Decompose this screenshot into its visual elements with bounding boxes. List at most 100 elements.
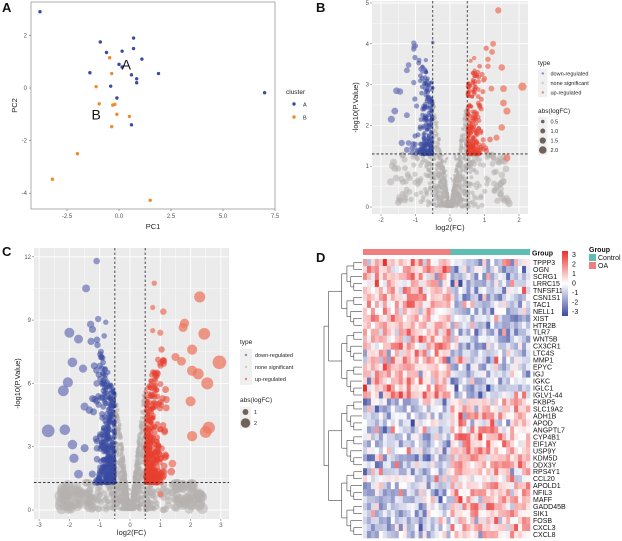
heatmap-cell bbox=[462, 335, 467, 343]
data-point-none-significant bbox=[441, 165, 445, 169]
heatmap-cell bbox=[378, 328, 384, 337]
heatmap-cell bbox=[374, 384, 380, 392]
heatmap-cell bbox=[446, 363, 451, 371]
legend-size-title: abs(logFC) bbox=[538, 108, 570, 115]
heatmap-cell bbox=[498, 293, 503, 302]
data-point-up-regulated bbox=[150, 328, 156, 334]
heatmap-cell bbox=[378, 265, 384, 274]
heatmap-cell bbox=[390, 314, 396, 323]
heatmap-cell bbox=[522, 377, 527, 385]
data-point-none-significant bbox=[418, 199, 424, 205]
data-point-up-regulated bbox=[472, 78, 477, 84]
data-point-down-regulated bbox=[94, 315, 102, 323]
data-point-down-regulated bbox=[90, 408, 98, 416]
data-point-none-significant bbox=[118, 442, 123, 447]
data-point-down-regulated bbox=[109, 412, 115, 418]
heatmap-cell bbox=[418, 272, 423, 281]
y-tick-label: 9 bbox=[28, 318, 32, 324]
data-point-none-significant bbox=[442, 188, 446, 192]
heatmap-cell bbox=[410, 293, 415, 302]
gene-label: NELL1 bbox=[533, 309, 555, 316]
heatmap-cell bbox=[406, 259, 412, 267]
heatmap-cell bbox=[526, 272, 531, 281]
heatmap-cell bbox=[506, 335, 511, 343]
heatmap-cell bbox=[494, 314, 499, 323]
heatmap-cell bbox=[418, 321, 423, 330]
legend-label: B bbox=[303, 116, 307, 122]
data-point-up-regulated bbox=[467, 120, 472, 125]
data-point-none-significant bbox=[128, 508, 132, 511]
heatmap-cell bbox=[366, 314, 372, 323]
data-point-none-significant bbox=[426, 173, 431, 178]
heatmap-cell bbox=[502, 300, 507, 309]
data-point-none-significant bbox=[499, 178, 507, 186]
data-point-none-significant bbox=[434, 133, 439, 138]
heatmap-cell bbox=[494, 293, 499, 302]
heatmap-cell bbox=[458, 321, 463, 330]
data-point-cluster-b bbox=[94, 84, 98, 89]
data-point-none-significant bbox=[471, 182, 477, 187]
heatmap-cell bbox=[458, 377, 463, 385]
data-point-down-regulated bbox=[93, 380, 100, 387]
data-point-down-regulated bbox=[109, 471, 114, 476]
data-point-up-regulated bbox=[472, 146, 478, 152]
heatmap-cell bbox=[363, 259, 368, 267]
heatmap-cell bbox=[486, 300, 491, 309]
data-point-none-significant bbox=[453, 155, 457, 159]
heatmap-cell bbox=[402, 279, 408, 288]
heatmap-cell bbox=[402, 265, 408, 274]
data-point-up-regulated bbox=[468, 83, 473, 88]
data-point-none-significant bbox=[136, 467, 140, 472]
data-point-none-significant bbox=[440, 159, 444, 163]
data-point-none-significant bbox=[447, 199, 451, 203]
panel-letter-d: D bbox=[316, 250, 325, 265]
heatmap-cell bbox=[450, 370, 455, 378]
heatmap-cell bbox=[422, 279, 427, 288]
data-point-up-regulated bbox=[157, 491, 164, 498]
heatmap-cell bbox=[438, 265, 443, 274]
heatmap-cell bbox=[526, 259, 531, 267]
data-point-none-significant bbox=[115, 451, 120, 456]
data-point-up-regulated bbox=[152, 467, 159, 474]
heatmap-cell bbox=[370, 272, 376, 281]
data-point-none-significant bbox=[490, 154, 497, 161]
data-point-none-significant bbox=[460, 169, 464, 173]
heatmap-cell bbox=[434, 377, 439, 385]
data-point-up-regulated bbox=[160, 468, 168, 476]
heatmap-cell bbox=[382, 363, 388, 371]
data-point-up-regulated bbox=[489, 49, 495, 55]
heatmap-cell bbox=[486, 356, 491, 364]
data-point-cluster-a bbox=[108, 84, 113, 88]
data-point-down-regulated bbox=[67, 357, 78, 368]
heatmap-cell bbox=[430, 279, 435, 288]
heatmap-cell bbox=[474, 259, 479, 267]
heatmap-cell bbox=[506, 265, 511, 274]
heatmap-cell bbox=[382, 356, 388, 364]
data-point-none-significant bbox=[125, 498, 129, 501]
heatmap-cell bbox=[414, 335, 419, 343]
heatmap-cell bbox=[394, 279, 400, 288]
heatmap-cell bbox=[454, 335, 459, 343]
heatmap-cell bbox=[446, 377, 451, 385]
data-point-cluster-b bbox=[148, 198, 152, 203]
heatmap-cell bbox=[526, 363, 531, 371]
heatmap-cell bbox=[382, 377, 388, 385]
heatmap-cell bbox=[518, 272, 523, 281]
heatmap-cell bbox=[470, 356, 475, 364]
data-point-none-significant bbox=[118, 460, 123, 465]
data-point-up-regulated bbox=[473, 115, 478, 120]
data-point-down-regulated bbox=[98, 479, 105, 486]
data-point-none-significant bbox=[450, 205, 453, 208]
heatmap-cell bbox=[466, 279, 471, 288]
cluster-annotation: B bbox=[91, 107, 100, 123]
heatmap-cell bbox=[502, 321, 507, 330]
heatmap-cell bbox=[458, 265, 463, 274]
data-point-none-significant bbox=[453, 197, 457, 201]
heatmap-cell bbox=[522, 259, 527, 267]
heatmap-cell bbox=[386, 314, 392, 323]
heatmap-cell bbox=[518, 377, 523, 385]
data-point-none-significant bbox=[192, 489, 204, 501]
heatmap-cell bbox=[478, 265, 483, 274]
data-point-none-significant bbox=[434, 162, 439, 167]
heatmap-cell bbox=[374, 377, 380, 385]
